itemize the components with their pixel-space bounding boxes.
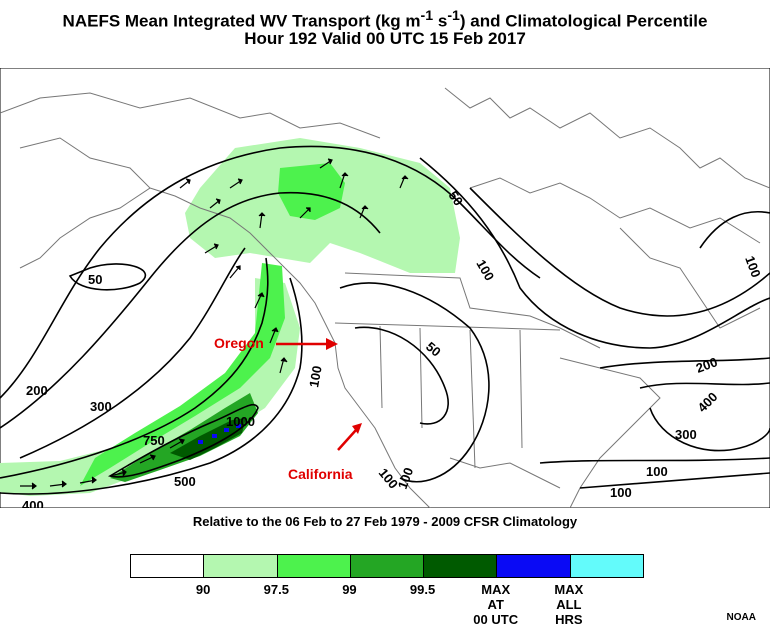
contour-label: 1000 <box>226 414 255 429</box>
contour-label: 300 <box>675 427 697 442</box>
contour-label: 100 <box>610 485 632 500</box>
contour-label: 50 <box>446 188 467 208</box>
state-annotations: Oregon California <box>214 335 362 482</box>
contour-label: 300 <box>90 399 112 414</box>
noaa-credit: NOAA <box>726 612 756 623</box>
legend-label: MAX ALL HRS <box>554 582 584 627</box>
legend-swatch <box>349 555 424 577</box>
shade-99-north <box>278 163 345 220</box>
legend-label: 97.5 <box>263 582 289 597</box>
contour-label: 100 <box>646 464 668 479</box>
legend-swatch <box>423 555 497 577</box>
contour-label: 750 <box>143 433 165 448</box>
climatology-subtitle: Relative to the 06 Feb to 27 Feb 1979 - … <box>192 514 578 529</box>
valid-time: Hour 192 Valid 00 UTC 15 Feb 2017 <box>244 29 526 48</box>
contour-label: 100 <box>742 254 764 280</box>
california-label: California <box>288 466 353 482</box>
shade-max-all-hrs <box>198 424 241 444</box>
legend-label: 99.5 <box>409 582 436 597</box>
legend-swatch <box>496 555 570 577</box>
ivt-contours <box>0 145 770 495</box>
legend-label: 99 <box>342 582 357 597</box>
california-arrow <box>337 429 357 451</box>
contour-label: 400 <box>22 498 44 508</box>
shade-99-plume <box>80 263 285 486</box>
map-title: NAEFS Mean Integrated WV Transport (kg m… <box>62 8 708 31</box>
oregon-label: Oregon <box>214 335 264 351</box>
map-panel: 50 100 50 50 100 200 300 750 1000 500 40… <box>0 68 770 508</box>
contour-label: 100 <box>306 365 325 389</box>
contour-label: 100 <box>395 466 417 492</box>
coastlines <box>0 87 770 508</box>
contour-label: 50 <box>88 272 102 287</box>
legend-swatch <box>569 555 643 577</box>
contour-label: 200 <box>694 354 720 376</box>
transport-vectors <box>20 158 409 490</box>
contour-label: 500 <box>174 474 196 489</box>
legend-label: 90 <box>195 582 211 597</box>
legend-swatch <box>203 555 277 577</box>
percentile-legend <box>130 554 644 578</box>
legend-label: MAX AT 00 UTC <box>473 582 519 627</box>
legend-swatch <box>276 555 350 577</box>
legend-swatch <box>131 555 204 577</box>
contour-label: 200 <box>26 383 48 398</box>
